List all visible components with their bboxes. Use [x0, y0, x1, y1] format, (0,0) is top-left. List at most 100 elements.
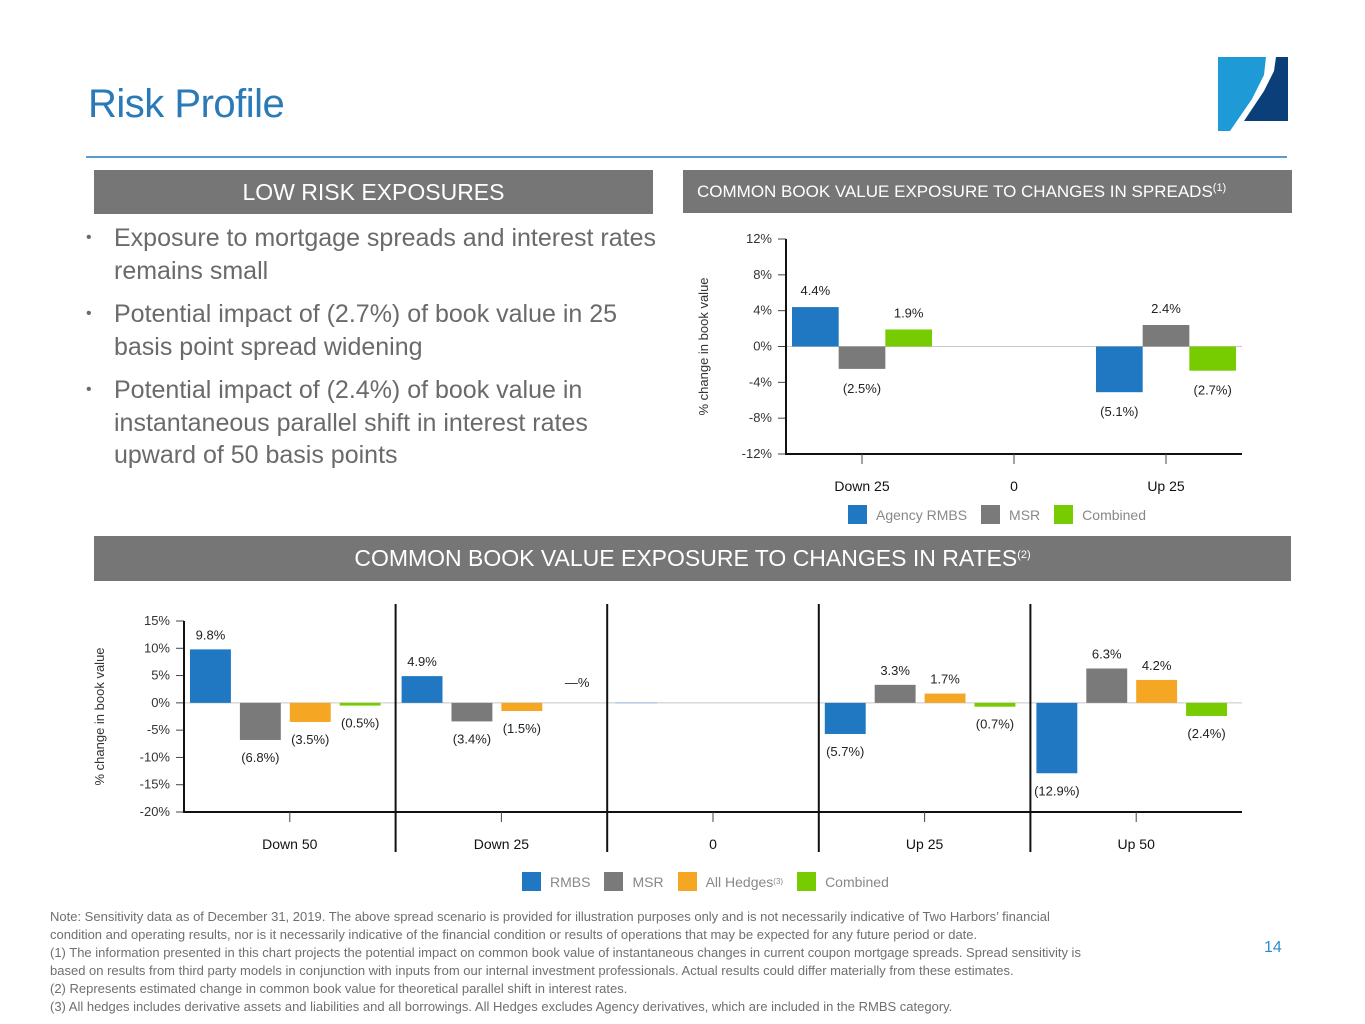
company-logo-icon: [1218, 57, 1288, 131]
legend-swatch: [677, 872, 697, 891]
bar-rmbs: [190, 649, 231, 703]
y-axis-label: % change in book value: [696, 277, 711, 415]
data-label: (1.5%): [503, 721, 541, 736]
legend-label: Combined: [1082, 506, 1146, 523]
bullet-item: • Exposure to mortgage spreads and intere…: [84, 222, 664, 287]
spreads-chart: % change in book value 12% 8% 4% 0% -4% -8% -12…: [696, 231, 1242, 494]
data-label: (2.7%): [1194, 383, 1232, 398]
x-tick-label: Down 50: [262, 836, 317, 852]
bullet-text: Potential impact of (2.7%) of book value…: [114, 300, 618, 361]
y-tick-label: 0%: [151, 695, 170, 710]
page-title: Risk Profile: [88, 82, 285, 126]
y-tick-label: 12%: [746, 231, 772, 246]
y-tick-label: -4%: [749, 374, 773, 389]
data-label: 2.4%: [1151, 301, 1181, 316]
bar-all-hedges: [1136, 679, 1178, 703]
legend-item: MSR: [604, 872, 664, 891]
legend-label: Combined: [825, 873, 889, 890]
data-label: (0.5%): [341, 716, 379, 731]
legend-swatch: [1054, 505, 1074, 524]
zero-scenario-label: —%: [565, 675, 590, 690]
bar-agency-rmbs: [1096, 346, 1143, 393]
data-label: 4.2%: [1142, 658, 1172, 673]
bar-msr: [451, 702, 493, 722]
bullet-text: Exposure to mortgage spreads and interes…: [114, 224, 656, 285]
data-label: 3.3%: [880, 663, 910, 678]
footnote-line: condition and operating results, nor is …: [50, 927, 978, 942]
data-label: 4.9%: [407, 654, 437, 669]
footnote-line: (3) All hedges includes derivative asset…: [50, 999, 953, 1014]
data-label: 1.7%: [930, 672, 960, 687]
spreads-header-text: COMMON BOOK VALUE EXPOSURE TO CHANGES IN…: [697, 181, 1213, 201]
rates-header-footnote: (2): [1017, 548, 1031, 561]
x-tick-label: Up 25: [906, 836, 944, 852]
bar-combined: [1189, 346, 1236, 371]
data-label: (5.7%): [826, 744, 864, 759]
data-label: (5.1%): [1100, 404, 1138, 419]
data-label: (3.4%): [453, 731, 491, 746]
y-axis-label: % change in book value: [92, 647, 107, 785]
bar-rmbs: [401, 676, 443, 703]
data-label: 9.8%: [196, 627, 226, 642]
bullet-icon: •: [86, 381, 92, 398]
spreads-legend: Agency RMBS MSR Combined: [848, 505, 1160, 524]
bar-rmbs: [1036, 702, 1078, 774]
x-tick-label: Down 25: [834, 478, 889, 494]
data-label: (2.4%): [1187, 726, 1225, 741]
spreads-header-footnote: (1): [1212, 181, 1227, 194]
bullet-item: • Potential impact of (2.7%) of book valu…: [84, 298, 664, 363]
legend-item: RMBS: [522, 872, 590, 891]
rates-header-text: COMMON BOOK VALUE EXPOSURE TO CHANGES IN…: [354, 545, 1018, 571]
rates-legend: RMBS MSR All Hedges (3) Combined: [522, 872, 903, 891]
footnotes: Note: Sensitivity data as of December 31…: [50, 908, 1270, 1016]
x-tick-label: Up 25: [1147, 478, 1185, 494]
footnote-line: (1) The information presented in this ch…: [50, 945, 1081, 960]
bar-agency-rmbs: [792, 307, 839, 347]
legend-swatch: [797, 872, 817, 891]
data-label: 4.4%: [801, 283, 831, 298]
bar-msr: [1142, 325, 1190, 347]
legend-item: Combined: [797, 872, 889, 891]
data-label: 6.3%: [1092, 646, 1122, 661]
legend-swatch: [848, 505, 867, 524]
page-number: 14: [1264, 939, 1282, 956]
y-tick-label: -10%: [140, 749, 171, 764]
y-tick-label: -15%: [140, 777, 171, 792]
low-risk-header: LOW RISK EXPOSURES: [94, 170, 653, 214]
bullet-text: Potential impact of (2.4%) of book value…: [114, 376, 588, 469]
bar-msr: [874, 684, 916, 703]
y-tick-label: 15%: [144, 613, 170, 628]
y-tick-label: -5%: [147, 722, 171, 737]
y-tick-label: 8%: [753, 267, 772, 282]
bar-all-hedges: [501, 702, 543, 712]
bullet-icon: •: [86, 305, 92, 322]
legend-item: MSR: [981, 505, 1040, 524]
bar-combined: [1186, 702, 1227, 716]
legend-item: Agency RMBS: [848, 505, 967, 524]
bullet-list: • Exposure to mortgage spreads and intere…: [84, 222, 664, 483]
legend-label: RMBS: [550, 873, 591, 890]
x-tick-label: 0: [1010, 478, 1018, 494]
y-tick-label: -20%: [140, 804, 171, 819]
y-tick-label: -8%: [749, 410, 773, 425]
footnote-line: Note: Sensitivity data as of December 31…: [50, 909, 1050, 924]
legend-item: All Hedges (3): [677, 872, 783, 891]
legend-label: MSR: [1009, 506, 1041, 523]
footnote-line: (2) Represents estimated change in commo…: [50, 981, 628, 996]
bar-combined: [974, 702, 1016, 707]
legend-swatch: [604, 872, 624, 891]
legend-label: MSR: [632, 873, 664, 890]
bar-all-hedges: [289, 702, 331, 722]
data-label: (12.9%): [1034, 783, 1080, 798]
x-tick-label: Down 25: [474, 836, 529, 852]
rates-chart-header: COMMON BOOK VALUE EXPOSURE TO CHANGES IN…: [94, 536, 1291, 581]
y-tick-label: 5%: [151, 668, 170, 683]
data-label: 1.9%: [894, 305, 924, 320]
bullet-icon: •: [86, 229, 92, 246]
y-tick-label: 4%: [753, 303, 772, 318]
title-divider: [86, 156, 1287, 158]
legend-item: Combined: [1054, 505, 1146, 524]
spreads-chart-header: COMMON BOOK VALUE EXPOSURE TO CHANGES IN…: [683, 170, 1292, 213]
bar-combined: [339, 702, 381, 706]
rates-chart: % change in book value 15% 10% 5% 0% -5% -10% -…: [92, 604, 1242, 852]
